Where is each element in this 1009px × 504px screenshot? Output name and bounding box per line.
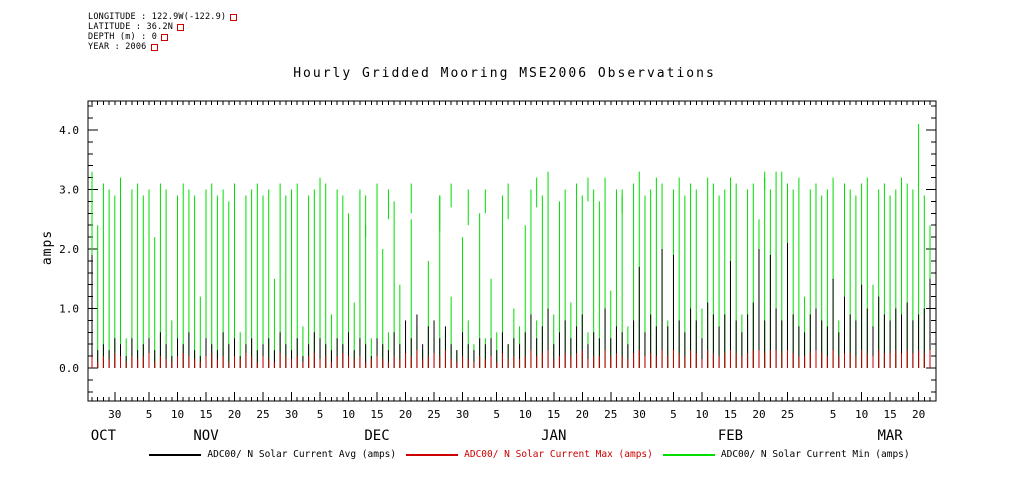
longitude-text: LONGITUDE : 122.9W(-122.9) (88, 12, 227, 22)
svg-text:0.0: 0.0 (59, 362, 79, 375)
svg-text:20: 20 (576, 408, 589, 421)
svg-text:30: 30 (633, 408, 646, 421)
metadata-latitude: LATITUDE : 36.2N (88, 22, 237, 32)
svg-text:20: 20 (228, 408, 241, 421)
legend-item-max: ADC00/ N Solar Current Max (amps) (406, 449, 653, 460)
svg-text:25: 25 (781, 408, 794, 421)
metadata-depth: DEPTH (m) : 0 (88, 32, 237, 42)
metadata-block: LONGITUDE : 122.9W(-122.9) LATITUDE : 36… (88, 12, 238, 52)
svg-text:DEC: DEC (364, 428, 389, 444)
metadata-marker-icon (177, 23, 185, 31)
svg-text:25: 25 (604, 408, 617, 421)
svg-text:30: 30 (108, 408, 121, 421)
svg-text:5: 5 (317, 408, 324, 421)
chart-title: Hourly Gridded Mooring MSE2006 Observati… (293, 66, 716, 81)
svg-text:30: 30 (456, 408, 469, 421)
legend-item-avg: ADC00/ N Solar Current Avg (amps) (149, 449, 396, 460)
latitude-text: LATITUDE : 36.2N (88, 22, 174, 32)
svg-text:25: 25 (256, 408, 269, 421)
year-text: YEAR : 2006 (88, 42, 147, 52)
svg-text:20: 20 (912, 408, 925, 421)
svg-text:OCT: OCT (91, 428, 117, 444)
svg-text:5: 5 (146, 408, 153, 421)
svg-text:15: 15 (547, 408, 560, 421)
svg-text:15: 15 (724, 408, 737, 421)
svg-text:25: 25 (427, 408, 440, 421)
svg-text:10: 10 (171, 408, 184, 421)
svg-text:15: 15 (883, 408, 896, 421)
svg-text:3.0: 3.0 (59, 184, 79, 197)
legend-label-min: ADC00/ N Solar Current Min (amps) (720, 449, 910, 460)
legend-item-min: ADC00/ N Solar Current Min (amps) (662, 449, 910, 460)
svg-text:15: 15 (370, 408, 383, 421)
min-line-swatch-icon (662, 453, 715, 456)
svg-text:MAR: MAR (877, 428, 903, 444)
legend-label-avg: ADC00/ N Solar Current Avg (amps) (207, 449, 397, 460)
svg-text:5: 5 (493, 408, 500, 421)
max-line-swatch-icon (406, 453, 459, 456)
metadata-marker-icon (230, 13, 238, 21)
depth-text: DEPTH (m) : 0 (88, 32, 158, 42)
metadata-marker-icon (150, 43, 158, 51)
svg-text:10: 10 (855, 408, 868, 421)
svg-text:20: 20 (399, 408, 412, 421)
svg-text:4.0: 4.0 (59, 124, 79, 137)
svg-text:FEB: FEB (718, 428, 743, 444)
legend-label-max: ADC00/ N Solar Current Max (amps) (464, 449, 653, 460)
axes (87, 100, 937, 402)
metadata-longitude: LONGITUDE : 122.9W(-122.9) (88, 12, 238, 22)
svg-text:1.0: 1.0 (59, 303, 79, 316)
svg-text:20: 20 (752, 408, 765, 421)
svg-text:NOV: NOV (193, 428, 219, 444)
svg-text:JAN: JAN (541, 428, 566, 444)
svg-text:15: 15 (199, 408, 212, 421)
metadata-marker-icon (161, 33, 169, 41)
series-adc-n-solar-current-max-amps- (91, 350, 931, 368)
chart-legend: ADC00/ N Solar Current Avg (amps) ADC00/… (90, 449, 969, 460)
svg-text:10: 10 (342, 408, 355, 421)
svg-text:10: 10 (519, 408, 532, 421)
svg-text:5: 5 (830, 408, 837, 421)
svg-text:10: 10 (695, 408, 708, 421)
svg-text:2.0: 2.0 (59, 243, 79, 256)
series-adc-n-solar-current-min-amps- (91, 124, 931, 368)
metadata-year: YEAR : 2006 (88, 42, 237, 52)
svg-text:5: 5 (670, 408, 677, 421)
svg-text:30: 30 (285, 408, 298, 421)
avg-line-swatch-icon (149, 453, 202, 456)
